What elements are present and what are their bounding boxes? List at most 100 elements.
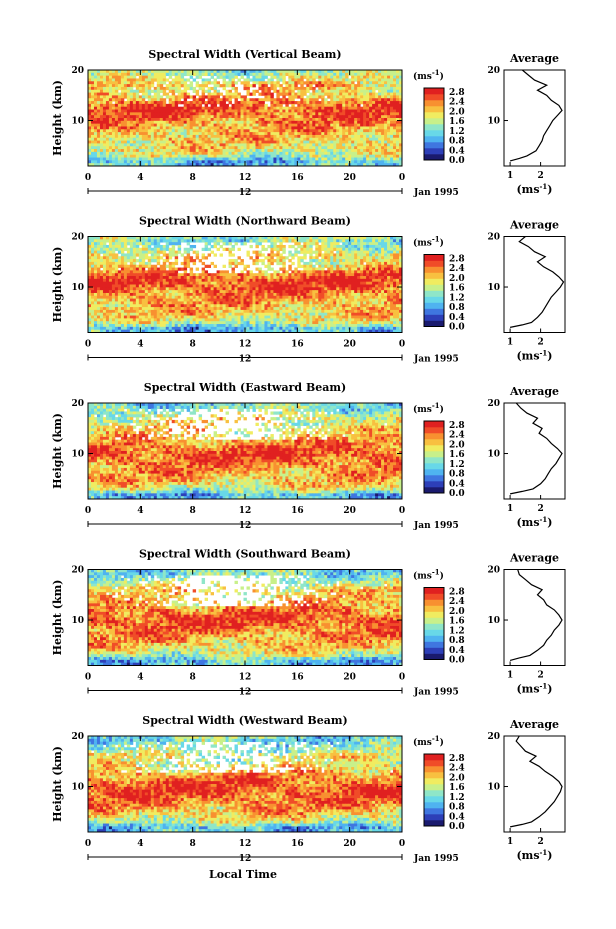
xtick-label: 4 [137,839,143,849]
colorbar-swatch [424,760,444,767]
ytick-label: 20 [71,233,84,243]
colorbar-label: 2.8 [449,255,465,265]
colorbar-label: 0.8 [449,470,465,480]
colorbar-unit-1: (ms-1) [413,68,444,82]
panel-title-1: Spectral Width (Vertical Beam) [148,48,341,61]
colorbar-swatch [424,308,444,315]
colorbar-swatch [424,796,444,803]
colorbar-swatch [424,611,444,618]
heatmap-4 [88,569,403,666]
colorbar-unit-5: (ms-1) [413,734,444,748]
day-label-1: 12 [239,188,252,198]
xtick-label: 8 [190,340,196,350]
ytick-label: 10 [71,117,84,127]
panel-title-2: Spectral Width (Northward Beam) [139,215,351,228]
colorbar-swatch [424,593,444,600]
day-label-4: 12 [239,688,252,698]
ylabel-2: Height (km) [51,247,64,323]
colorbar-label: 2.8 [449,88,465,98]
xtick-label: 12 [239,173,252,183]
colorbar-label: 2.4 [449,264,465,274]
colorbar-label: 1.6 [449,117,465,127]
colorbar-label: 2.0 [449,773,465,783]
colorbar-swatch [424,605,444,612]
colorbar-label: 2.4 [449,764,465,774]
profile-line-2 [509,236,565,328]
colorbar-label: 0.0 [449,822,465,832]
colorbar-swatch [424,629,444,636]
colorbar-label: 2.0 [449,107,465,117]
ytick-label: 10 [71,616,84,626]
profile-ytick-label: 10 [487,616,500,626]
colorbar-frame-3 [423,420,445,494]
colorbar-swatch [424,278,444,285]
colorbar-frame-2 [423,254,445,327]
colorbar-swatch [424,587,444,594]
colorbar-unit-4: (ms-1) [413,568,444,582]
colorbar-label: 0.4 [449,646,465,656]
panel-title-5: Spectral Width (Westward Beam) [142,714,347,727]
profile-xlabel-4: (ms-1) [516,682,552,696]
colorbar-swatch [424,94,444,101]
xtick-label: 12 [239,506,252,516]
profile-ytick-label: 20 [487,566,500,576]
colorbar-swatch [424,487,444,494]
profile-line-4 [509,569,563,661]
colorbar-label: 1.6 [449,284,465,294]
profile-ytick-label: 10 [487,117,500,127]
ytick-label: 20 [71,399,84,409]
xtick-label: 0 [85,173,91,183]
profile-frame-2 [503,236,566,333]
panel-title-4: Spectral Width (Southward Beam) [139,548,351,561]
xtick-label: 0 [85,673,91,683]
xtick-label: 20 [343,673,356,683]
xtick-label: 8 [190,673,196,683]
colorbar-swatch [424,457,444,464]
colorbar-label: 1.2 [449,293,465,303]
profile-line-1 [509,69,563,162]
colorbar-swatch [424,808,444,815]
colorbar-swatch [424,88,444,95]
colorbar-swatch [424,118,444,125]
profile-title-4: Average [509,552,559,565]
colorbar-label: 2.0 [449,607,465,617]
ylabel-5: Height (km) [51,746,64,822]
xtick-label: 4 [137,506,143,516]
xtick-label: 20 [343,173,356,183]
colorbar-unit-3: (ms-1) [413,401,444,415]
xtick-label: 20 [343,506,356,516]
colorbar-swatch [424,463,444,470]
colorbar-swatch [424,148,444,155]
colorbar-label: 1.2 [449,626,465,636]
xtick-label: 0 [399,839,405,849]
xtick-label: 12 [239,839,252,849]
colorbar-swatch [424,766,444,773]
ytick-label: 20 [71,732,84,742]
colorbar-swatch [424,254,444,261]
colorbar-swatch [424,469,444,476]
colorbar-label: 2.8 [449,421,465,431]
profile-title-1: Average [509,52,559,65]
xtick-label: 0 [399,506,405,516]
ytick-label: 10 [71,283,84,293]
day-label-2: 12 [239,355,252,365]
colorbar-swatch [424,784,444,791]
xtick-label: 0 [85,506,91,516]
colorbar-label: 2.0 [449,274,465,284]
colorbar-swatch [424,427,444,434]
profile-ytick-label: 10 [487,783,500,793]
profile-title-2: Average [509,219,559,232]
colorbar-label: 2.0 [449,440,465,450]
colorbar-swatch [424,641,444,648]
panel-title-3: Spectral Width (Eastward Beam) [144,381,346,394]
profile-frame-1 [503,69,566,167]
profile-xlabel-3: (ms-1) [516,515,552,529]
ylabel-1: Height (km) [51,80,64,156]
colorbar-label: 1.2 [449,793,465,803]
colorbar-label: 0.4 [449,479,465,489]
colorbar-swatch [424,124,444,131]
profile-frame-5 [503,735,566,833]
xtick-label: 0 [399,673,405,683]
profile-frame-4 [503,569,566,666]
profile-line-3 [509,402,563,495]
